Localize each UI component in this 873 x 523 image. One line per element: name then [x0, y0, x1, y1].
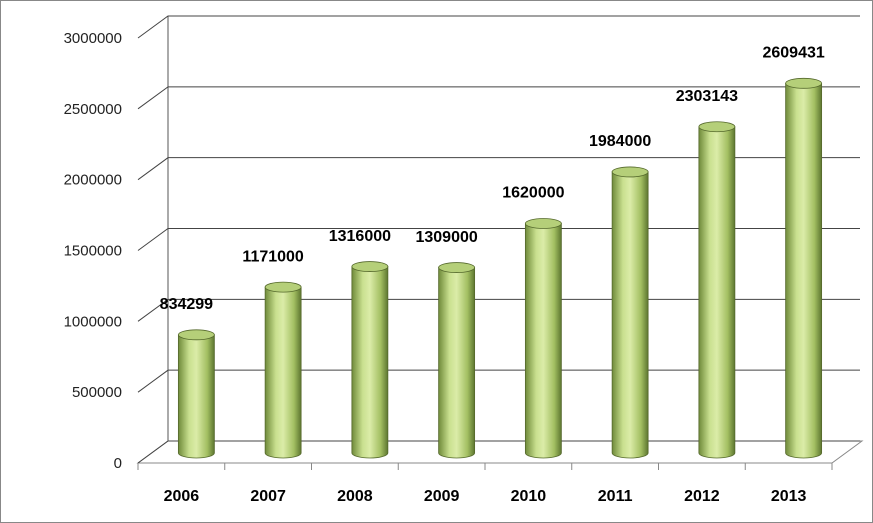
y-tick-label: 0 — [114, 455, 122, 472]
y-tick-label: 2500000 — [64, 101, 122, 118]
y-tick-label: 3000000 — [64, 30, 122, 47]
value-label: 834299 — [160, 296, 213, 313]
bar-cap — [351, 261, 389, 272]
value-label: 1620000 — [502, 185, 564, 202]
value-label: 1309000 — [415, 229, 477, 246]
bar-body — [698, 126, 736, 459]
y-tick-label: 2000000 — [64, 172, 122, 189]
bar-body — [177, 334, 215, 459]
x-tick-label: 2010 — [511, 488, 547, 505]
floor — [136, 440, 864, 464]
value-label: 2609431 — [762, 45, 824, 62]
bar-body — [785, 82, 823, 459]
grid-line — [137, 157, 860, 181]
bar-cap — [698, 121, 736, 133]
x-tick-label: 2007 — [250, 488, 286, 505]
bar-cap — [438, 262, 476, 273]
x-tick-label: 2008 — [337, 488, 373, 505]
x-tick-label: 2013 — [771, 488, 807, 505]
bar-cap — [177, 329, 215, 341]
value-label: 2303143 — [676, 88, 738, 105]
bar — [351, 261, 389, 459]
value-label: 1171000 — [242, 248, 304, 265]
bar-cap — [264, 281, 302, 293]
value-label: 1316000 — [329, 228, 391, 245]
bar — [611, 166, 649, 459]
y-tick-label: 500000 — [72, 384, 122, 401]
y-tick-label: 1000000 — [64, 313, 122, 330]
bar-body — [351, 266, 389, 459]
bar — [264, 281, 302, 459]
bar-cap — [611, 166, 649, 178]
x-tick-label: 2011 — [598, 488, 633, 505]
x-tick-label: 2006 — [164, 488, 200, 505]
grid-line — [137, 86, 860, 110]
bar — [698, 121, 736, 459]
x-tick-label: 2012 — [684, 488, 720, 505]
bar-body — [611, 171, 649, 459]
bar-cap — [785, 77, 823, 89]
x-tick-label: 2009 — [424, 488, 460, 505]
bar-body — [264, 286, 302, 459]
bar — [785, 77, 823, 459]
bar-body — [524, 223, 562, 459]
bar-body — [438, 267, 476, 459]
bar-cap — [524, 218, 562, 229]
bar — [177, 329, 215, 459]
bar — [524, 218, 562, 459]
grid-line — [137, 15, 860, 39]
y-tick-label: 1500000 — [64, 242, 122, 259]
bar — [438, 262, 476, 459]
value-label: 1984000 — [589, 133, 651, 150]
